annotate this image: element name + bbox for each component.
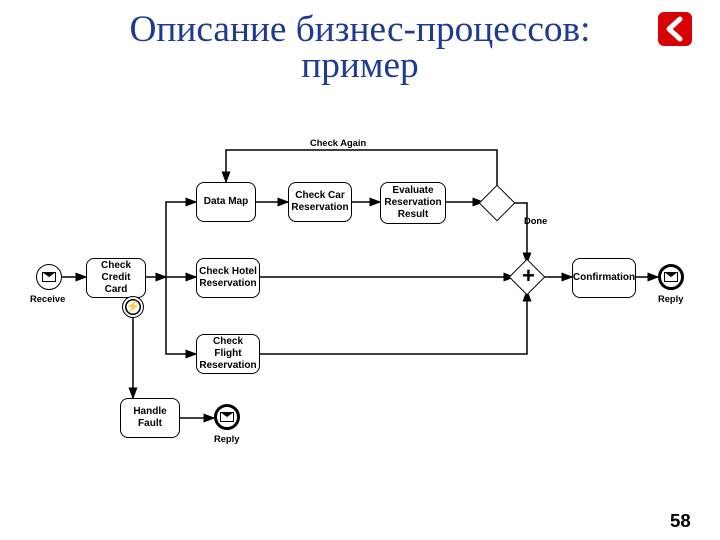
edge [166, 202, 196, 277]
event-label-reply1: Reply [658, 294, 683, 304]
event-fault: ⚡ [122, 296, 144, 318]
edge [226, 150, 497, 189]
task-check_credit: Check Credit Card [86, 258, 146, 298]
event-reply1 [658, 264, 684, 290]
event-label-reply2: Reply [214, 434, 239, 444]
error-icon: ⚡ [126, 302, 140, 313]
envelope-icon [42, 272, 56, 282]
task-handle_fault: Handle Fault [120, 398, 180, 438]
task-check_hotel: Check Hotel Reservation [196, 258, 260, 298]
envelope-icon [664, 272, 678, 282]
task-confirmation: Confirmation [572, 258, 636, 298]
page-number: 58 [670, 510, 691, 532]
edge [511, 203, 527, 263]
page-title-line2: пример [0, 44, 720, 87]
gateway-gw_merge [509, 259, 546, 296]
edge-label: Done [524, 216, 547, 226]
task-check_flight: Check Flight Reservation [196, 334, 260, 374]
edge [260, 291, 527, 354]
task-check_car: Check Car Reservation [288, 182, 352, 222]
task-eval_res: Evaluate Reservation Result [380, 182, 446, 224]
task-data_map: Data Map [196, 182, 256, 222]
event-reply2 [214, 404, 240, 430]
edge [166, 277, 196, 354]
back-button[interactable] [658, 12, 692, 46]
gateway-gw_decision [479, 185, 516, 222]
envelope-icon [220, 412, 234, 422]
chevron-left-icon [658, 12, 692, 46]
event-label-receive: Receive [30, 294, 65, 304]
event-receive [36, 264, 62, 290]
edge-label: Check Again [310, 138, 366, 148]
